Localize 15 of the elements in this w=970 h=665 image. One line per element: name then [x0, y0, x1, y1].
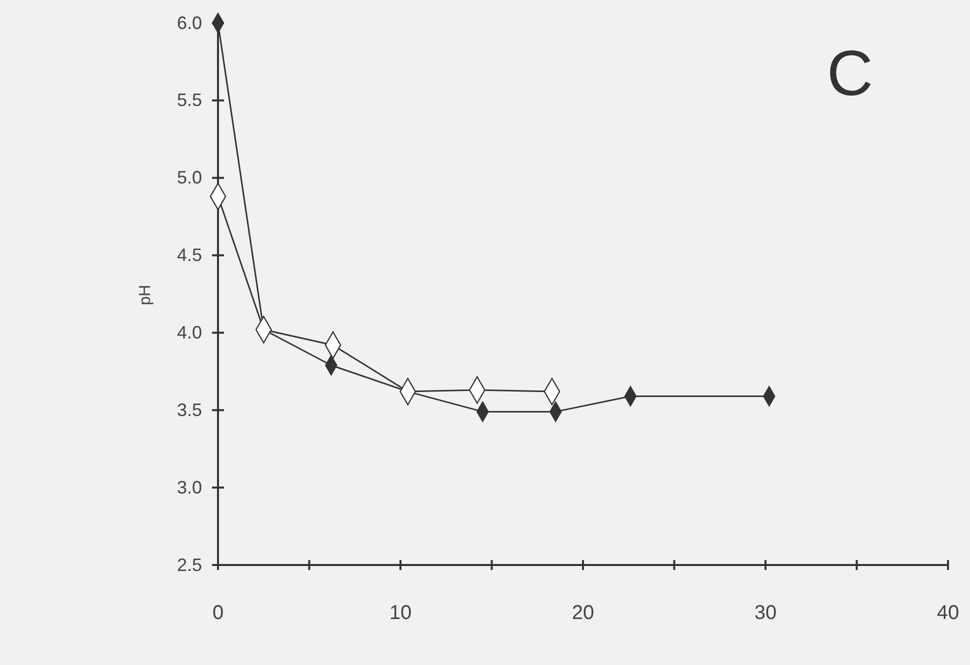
y-tick-label: 6.0 — [176, 12, 202, 33]
y-tick-label: 4.0 — [176, 322, 202, 342]
x-tick-label: 0 — [212, 602, 224, 624]
y-tick-label: 2.5 — [176, 554, 202, 575]
x-tick-label: 40 — [936, 602, 960, 624]
x-tick-label: 20 — [572, 602, 594, 624]
x-tick-label: 10 — [389, 602, 412, 624]
y-tick-label: 3.5 — [176, 400, 202, 420]
y-tick-label: 5.5 — [176, 90, 202, 110]
x-tick-label: 30 — [754, 602, 777, 624]
y-tick-label: 4.5 — [176, 245, 202, 266]
y-tick-label: 5.0 — [176, 168, 202, 188]
y-axis-title: pH — [137, 284, 154, 306]
annotation: C — [826, 37, 874, 109]
y-tick-label: 3.0 — [176, 477, 202, 498]
